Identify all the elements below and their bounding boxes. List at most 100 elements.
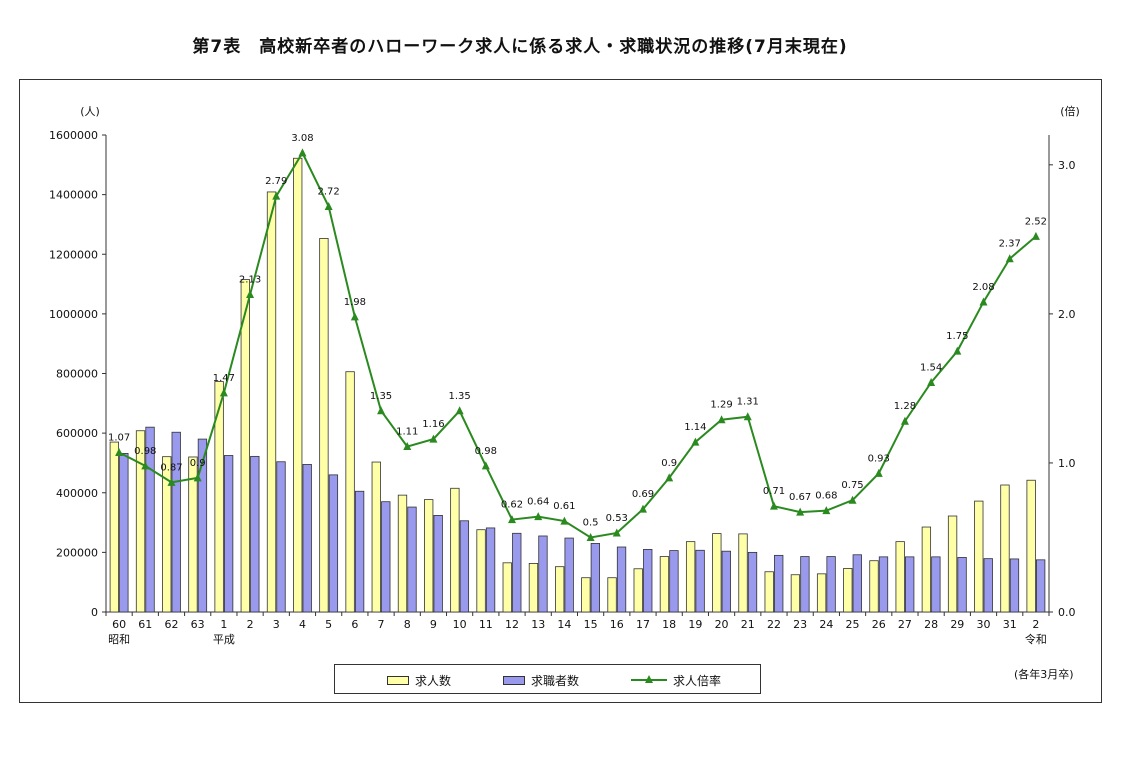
ratio-point (874, 468, 883, 477)
ratio-value-label: 1.35 (448, 391, 470, 402)
bar-seekers (223, 455, 234, 613)
ratio-line (118, 150, 1037, 539)
bar-offers (528, 563, 539, 613)
ratio-point (193, 473, 202, 482)
y-tick-label-left: 1000000 (49, 308, 98, 321)
bar-seekers (905, 556, 915, 613)
bar-seekers (983, 558, 993, 613)
x-tick-label: 19 (688, 618, 702, 631)
bar-offers (109, 441, 119, 613)
bar-offers (188, 456, 198, 613)
ratio-value-label: 0.53 (606, 513, 628, 524)
y-tick-label-right: 1.0 (1058, 457, 1076, 470)
ratio-point (272, 191, 281, 200)
bar-offers (1026, 479, 1036, 613)
bar-offers (345, 371, 355, 613)
y-tick-label-right: 3.0 (1058, 159, 1076, 172)
bar-offers (371, 461, 381, 613)
ratio-value-label: 1.28 (894, 401, 916, 412)
x-tick-label: 21 (741, 618, 755, 631)
ratio-point (115, 448, 124, 457)
bar-offers (633, 568, 643, 613)
bar-offers (214, 381, 224, 613)
bar-offers (555, 566, 565, 613)
ratio-point (769, 501, 778, 510)
ratio-value-label: 0.93 (868, 453, 890, 464)
ratio-value-label: 0.69 (632, 489, 654, 500)
y-tick-label-left: 1200000 (49, 248, 98, 261)
bar-offers (135, 430, 146, 613)
y-axis-right-unit: (倍) (1060, 104, 1080, 118)
ratio-value-label: 0.75 (841, 480, 863, 491)
bar-seekers (354, 490, 365, 613)
legend-label-offers: 求人数 (415, 673, 452, 688)
legend-label-seekers: 求職者数 (531, 673, 580, 688)
ratio-value-label: 1.07 (108, 433, 130, 444)
x-tick-label: 27 (898, 618, 912, 631)
bar-offers (162, 456, 172, 613)
ratio-point (638, 504, 647, 513)
bar-seekers (381, 501, 391, 613)
bar-seekers (564, 537, 574, 613)
ratio-point (691, 437, 700, 446)
footnote: (各年3月卒) (1014, 668, 1074, 681)
ratio-value-label: 2.52 (1025, 216, 1047, 227)
x-tick-label: 18 (662, 618, 676, 631)
ratio-value-label: 3.08 (291, 133, 313, 144)
ratio-point (377, 406, 386, 415)
bar-offers (502, 562, 512, 613)
bar-offers (581, 577, 591, 613)
bar-offers (843, 568, 853, 613)
legend-line-ratio-icon (631, 675, 667, 685)
bar-seekers (197, 438, 208, 613)
ratio-value-label: 1.47 (213, 373, 235, 384)
chart-svg: 0 200000 400000 600000 800000 1000000 1200000 1… (49, 104, 1080, 646)
ratio-point (481, 461, 490, 470)
ratio-value-label: 1.54 (920, 362, 942, 373)
x-tick-label: 6 (351, 618, 358, 631)
x-tick-label: 28 (924, 618, 938, 631)
bar-offers (974, 500, 984, 613)
legend-label-ratio: 求人倍率 (673, 673, 722, 688)
bar-seekers (538, 535, 548, 613)
ratio-point (219, 388, 228, 397)
y-tick-label-left: 200000 (56, 546, 98, 559)
ratio-value-label: 2.79 (265, 176, 287, 187)
ratio-point (560, 516, 569, 525)
bar-seekers (826, 556, 836, 613)
bar-offers (895, 541, 905, 613)
bar-seekers (485, 527, 496, 613)
ratio-value-label: 2.13 (239, 274, 261, 285)
ratio-point (586, 532, 595, 541)
ratio-point (141, 461, 150, 470)
x-tick-label: 11 (479, 618, 493, 631)
ratio-point (927, 377, 936, 386)
ratio-value-label: 1.11 (396, 427, 418, 438)
ratio-point (743, 412, 752, 421)
bar-seekers (800, 556, 810, 613)
x-tick-label: 4 (299, 618, 306, 631)
bar-seekers (590, 543, 600, 613)
ratio-value-label: 0.5 (583, 517, 599, 528)
bar-offers (764, 571, 774, 613)
ratio-point (822, 506, 831, 515)
x-tick-label: 12 (505, 618, 519, 631)
ratio-value-label: 2.08 (972, 282, 994, 293)
ratio-point (979, 297, 988, 306)
page-title: 第7表 高校新卒者のハローワーク求人に係る求人・求職状況の推移(7月末現在) (192, 37, 848, 57)
bar-offers (1000, 484, 1010, 613)
ratio-value-label: 1.35 (370, 391, 392, 402)
bar-seekers (302, 464, 312, 613)
x-tick-label: 63 (191, 618, 205, 631)
ratio-point (900, 416, 909, 425)
x-tick-label: 31 (1003, 618, 1017, 631)
x-tick-label: 20 (715, 618, 729, 631)
bar-seekers (459, 520, 470, 613)
legend: 求人数 求職者数 求人倍率 (334, 664, 761, 694)
bar-offers (816, 573, 827, 613)
y-tick-label-left: 1600000 (49, 129, 98, 142)
ratio-value-label: 0.68 (815, 491, 837, 502)
ratio-point (455, 406, 464, 415)
bar-offers (685, 541, 696, 613)
bar-seekers (276, 461, 286, 613)
